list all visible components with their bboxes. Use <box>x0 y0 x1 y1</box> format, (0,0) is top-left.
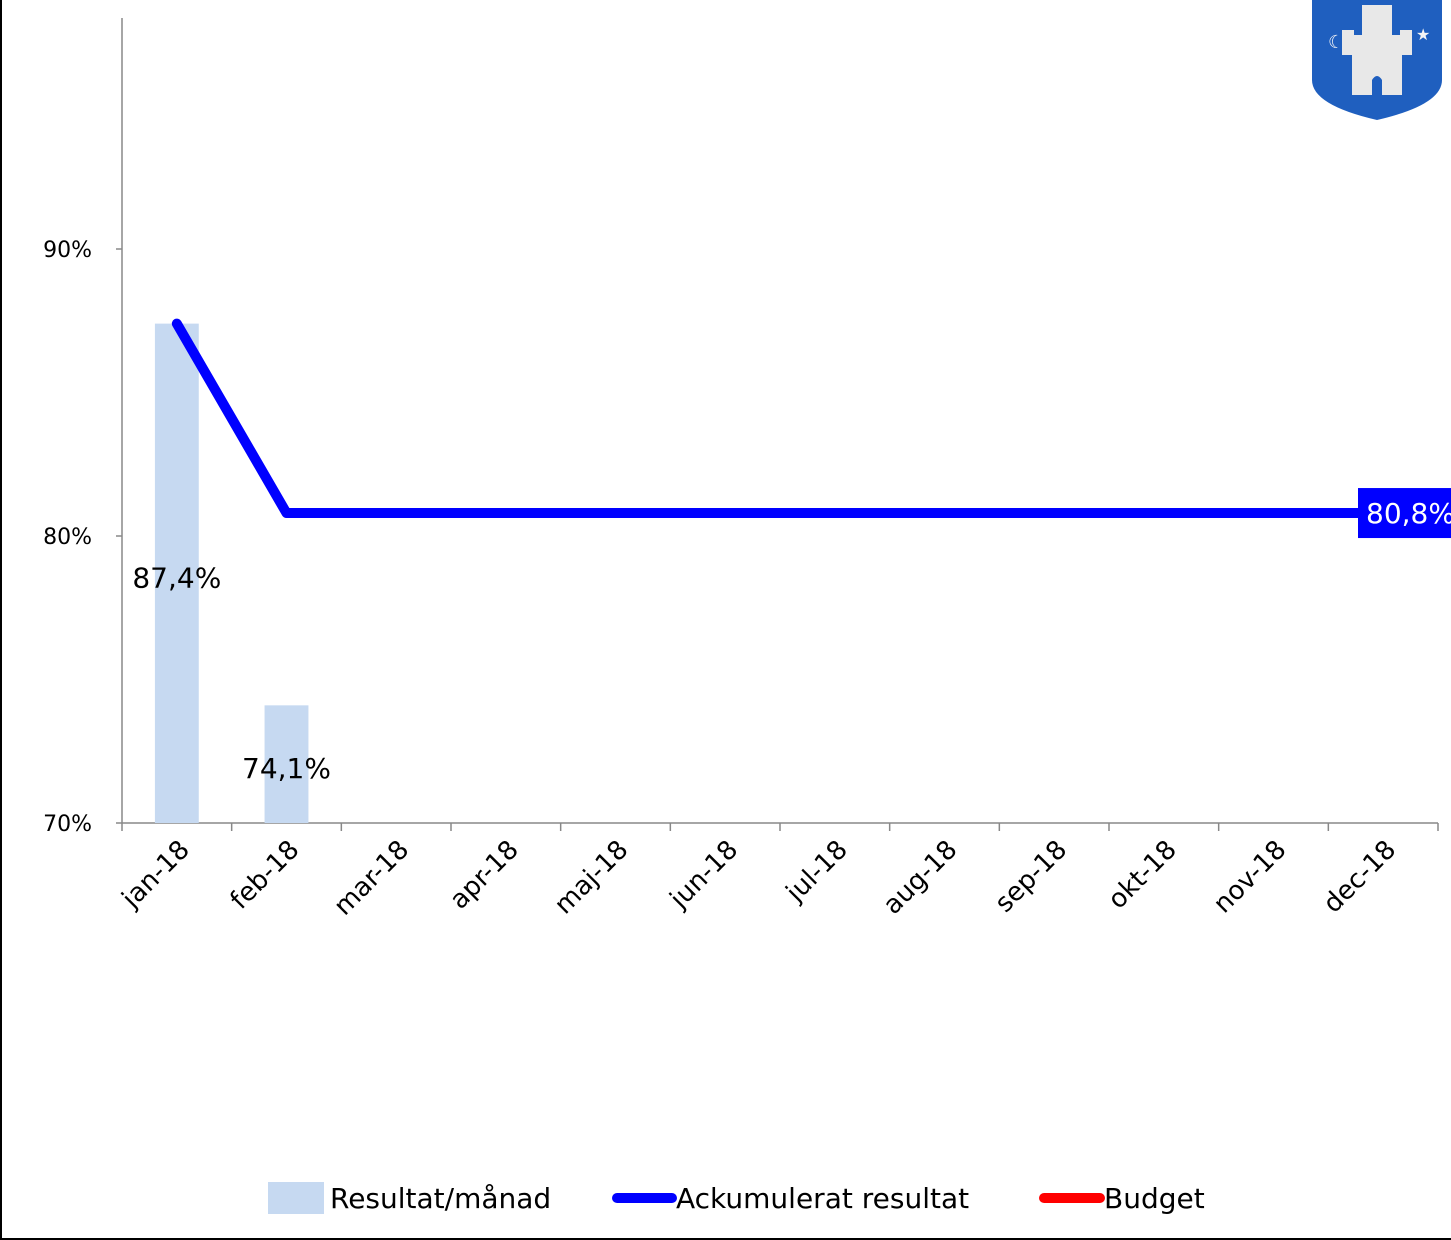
legend-bar-swatch <box>268 1182 324 1214</box>
legend: Resultat/månad Ackumulerat resultat Budget <box>268 1182 1205 1215</box>
x-tick-label: dec-18 <box>1318 835 1402 919</box>
castle-tower-icon <box>1362 5 1392 40</box>
star-icon: ★ <box>1416 25 1430 44</box>
y-tick-label: 80% <box>43 525 92 550</box>
bar-data-label: 87,4% <box>132 561 221 594</box>
castle-left-tower-icon <box>1342 30 1354 55</box>
moon-icon: ☾ <box>1328 32 1344 53</box>
ackumulerat-end-label: 80,8% <box>1366 497 1451 530</box>
y-axis-ticks: 70%80%90%100% <box>43 238 122 837</box>
x-tick-label: jul-18 <box>780 835 854 909</box>
ackumulerat-line <box>171 318 1389 519</box>
legend-label: Resultat/månad <box>330 1182 551 1215</box>
end-label-box <box>1358 488 1451 539</box>
x-tick-label: apr-18 <box>444 835 525 916</box>
castle-right-tower-icon <box>1400 30 1412 55</box>
x-tick-label: feb-18 <box>225 835 306 916</box>
x-tick-label: mar-18 <box>328 835 415 922</box>
bar-series <box>154 323 309 823</box>
x-tick-label: jun-18 <box>664 835 744 915</box>
x-tick-label: maj-18 <box>549 835 635 921</box>
castle-gate-icon <box>1372 76 1382 95</box>
x-tick-label: aug-18 <box>878 835 964 921</box>
x-axis-ticks: jan-18 feb-18 mar-18 apr-18 maj-18 jun-18 jul-… <box>116 823 1439 922</box>
legend-label: Ackumulerat resultat <box>676 1182 969 1215</box>
x-tick-label: okt-18 <box>1102 835 1182 915</box>
bar <box>154 323 199 823</box>
legend-label: Budget <box>1104 1182 1205 1215</box>
line-series <box>171 318 1389 519</box>
x-tick-label: nov-18 <box>1208 835 1293 920</box>
bar <box>264 705 309 823</box>
x-tick-label: jan-18 <box>116 835 196 915</box>
y-tick-label: 70% <box>43 812 92 837</box>
coat-of-arms-logo: ☾ ★ <box>1312 0 1442 120</box>
y-tick-label: 90% <box>43 238 92 263</box>
data-labels: 87,4%74,1%Budget, 100,0%80,8% <box>132 488 1451 785</box>
bar-data-label: 74,1% <box>242 752 331 785</box>
x-tick-label: sep-18 <box>989 835 1073 919</box>
